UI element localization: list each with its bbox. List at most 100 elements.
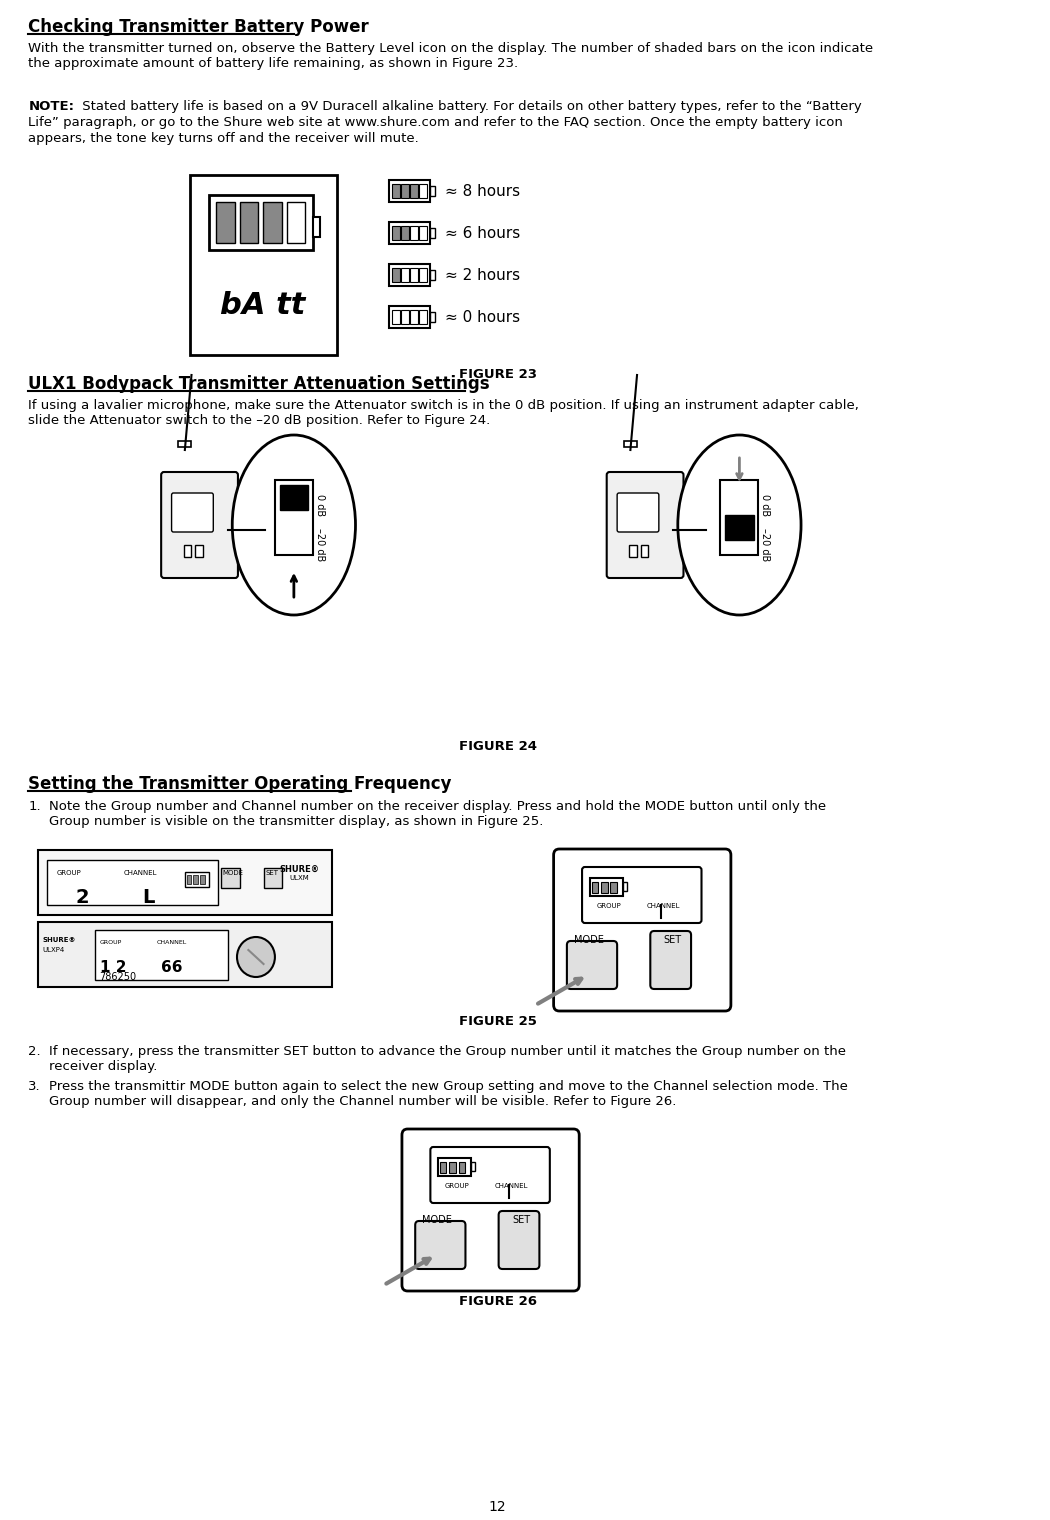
Bar (411, 310, 418, 324)
Bar (388, 306, 430, 328)
FancyBboxPatch shape (499, 1211, 540, 1269)
Text: MODE: MODE (223, 869, 244, 876)
Bar (430, 312, 435, 322)
FancyBboxPatch shape (567, 941, 617, 990)
Text: SHURE®: SHURE® (43, 936, 77, 942)
Text: 12: 12 (489, 1500, 506, 1514)
Text: MODE: MODE (422, 1214, 452, 1225)
Bar (185, 872, 209, 888)
Bar (200, 876, 205, 885)
Bar (411, 226, 418, 240)
FancyBboxPatch shape (415, 1221, 465, 1269)
Bar (420, 310, 426, 324)
Bar (94, 930, 228, 980)
Bar (190, 175, 337, 356)
FancyBboxPatch shape (607, 473, 684, 578)
Text: Note the Group number and Channel number on the receiver display. Press and hold: Note the Group number and Channel number… (49, 800, 826, 828)
Bar (591, 882, 598, 894)
Bar (401, 184, 408, 198)
Bar (430, 228, 435, 239)
Text: SET: SET (512, 1214, 530, 1225)
Bar (195, 546, 203, 556)
Text: GROUP: GROUP (57, 869, 82, 876)
Bar (275, 480, 313, 555)
Bar (590, 879, 623, 895)
Text: 66: 66 (161, 961, 183, 974)
Bar (38, 923, 332, 986)
Bar (388, 179, 430, 202)
Text: SHURE®: SHURE® (279, 865, 319, 874)
Bar (720, 480, 758, 555)
Bar (440, 1161, 446, 1173)
Bar (438, 1158, 471, 1176)
Text: 2.: 2. (28, 1046, 41, 1058)
FancyBboxPatch shape (430, 1148, 550, 1202)
Bar (178, 441, 191, 447)
Bar (388, 264, 430, 286)
FancyBboxPatch shape (171, 492, 213, 532)
Text: If necessary, press the transmitter SET button to advance the Group number until: If necessary, press the transmitter SET … (49, 1046, 846, 1073)
FancyBboxPatch shape (161, 473, 238, 578)
Bar (471, 1161, 475, 1170)
Bar (420, 268, 426, 283)
Text: ≈ 2 hours: ≈ 2 hours (444, 268, 520, 283)
Text: ULX1 Bodypack Transmitter Attenuation Settings: ULX1 Bodypack Transmitter Attenuation Se… (28, 375, 490, 394)
Text: L: L (142, 888, 154, 907)
Text: FIGURE 26: FIGURE 26 (459, 1295, 537, 1309)
Text: Stated battery life is based on a 9V Duracell alkaline battery. For details on o: Stated battery life is based on a 9V Dur… (78, 100, 861, 112)
Bar (726, 515, 754, 540)
Bar (193, 876, 198, 885)
Text: bA tt: bA tt (219, 290, 306, 319)
Text: CHANNEL: CHANNEL (156, 939, 187, 945)
Text: MODE: MODE (573, 935, 604, 945)
Bar (220, 868, 239, 888)
Text: 0 dB: 0 dB (315, 494, 324, 517)
Text: FIGURE 25: FIGURE 25 (459, 1015, 537, 1028)
Text: 3.: 3. (28, 1081, 41, 1093)
FancyBboxPatch shape (582, 866, 701, 923)
Text: FIGURE 24: FIGURE 24 (459, 740, 537, 752)
Bar (401, 226, 408, 240)
FancyBboxPatch shape (650, 930, 691, 990)
Text: ≈ 8 hours: ≈ 8 hours (444, 184, 520, 199)
Bar (624, 441, 637, 447)
Text: CHANNEL: CHANNEL (123, 869, 156, 876)
Bar (264, 868, 282, 888)
Bar (388, 222, 430, 245)
Text: –20 dB: –20 dB (760, 529, 771, 561)
Text: NOTE:: NOTE: (28, 100, 75, 112)
Bar (393, 184, 400, 198)
Text: Life” paragraph, or go to the Shure web site at www.shure.com and refer to the F: Life” paragraph, or go to the Shure web … (28, 116, 843, 129)
Text: ≈ 6 hours: ≈ 6 hours (444, 225, 520, 240)
Bar (623, 882, 627, 891)
FancyBboxPatch shape (553, 850, 731, 1011)
Bar (209, 195, 313, 249)
Bar (459, 1161, 465, 1173)
Text: appears, the tone key turns off and the receiver will mute.: appears, the tone key turns off and the … (28, 132, 419, 144)
Text: GROUP: GROUP (444, 1183, 469, 1189)
Text: With the transmitter turned on, observe the Battery Level icon on the display. T: With the transmitter turned on, observe … (28, 43, 874, 70)
Text: 1 2: 1 2 (100, 961, 126, 974)
Text: –20 dB: –20 dB (315, 529, 324, 561)
Bar (610, 882, 617, 894)
Bar (393, 268, 400, 283)
Text: ULXP4: ULXP4 (43, 947, 65, 953)
Text: CHANNEL: CHANNEL (495, 1183, 528, 1189)
Bar (411, 268, 418, 283)
Text: FIGURE 23: FIGURE 23 (459, 368, 537, 382)
Text: ULXM: ULXM (289, 876, 309, 882)
Bar (287, 202, 306, 243)
Bar (279, 485, 308, 511)
Bar (420, 226, 426, 240)
Bar (239, 202, 258, 243)
Text: Press the transmittir MODE button again to select the new Group setting and move: Press the transmittir MODE button again … (49, 1081, 848, 1108)
Text: SET: SET (266, 869, 278, 876)
Text: ≈ 0 hours: ≈ 0 hours (444, 310, 520, 324)
Text: Checking Transmitter Battery Power: Checking Transmitter Battery Power (28, 18, 370, 36)
Bar (393, 310, 400, 324)
Bar (601, 882, 608, 894)
Ellipse shape (678, 435, 801, 616)
Bar (640, 546, 649, 556)
Text: GROUP: GROUP (100, 939, 122, 945)
Text: SET: SET (664, 935, 681, 945)
